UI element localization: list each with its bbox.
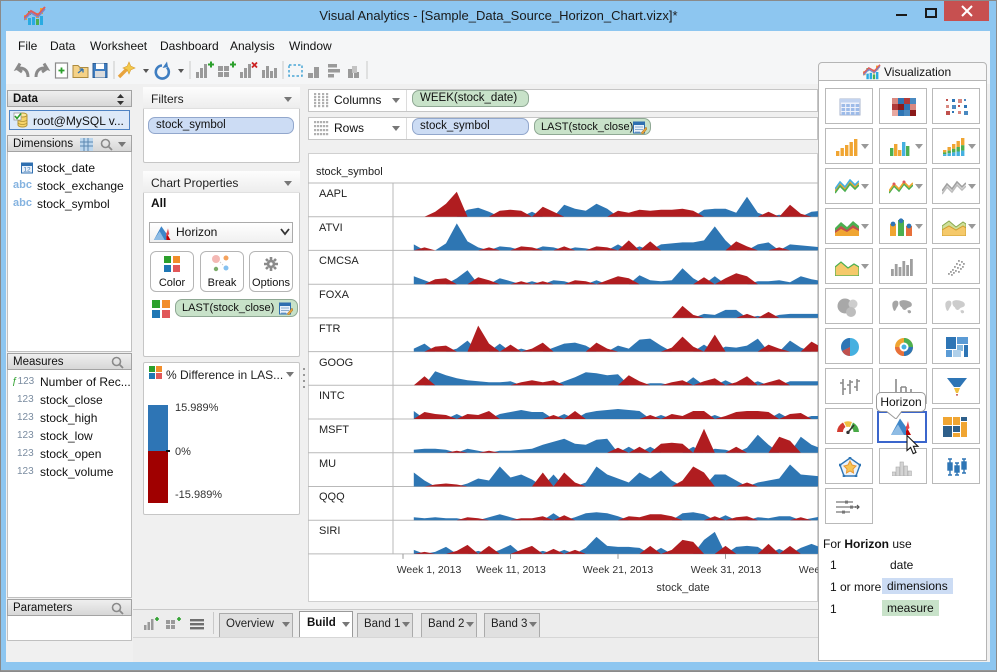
svg-text:12: 12 (23, 167, 31, 174)
